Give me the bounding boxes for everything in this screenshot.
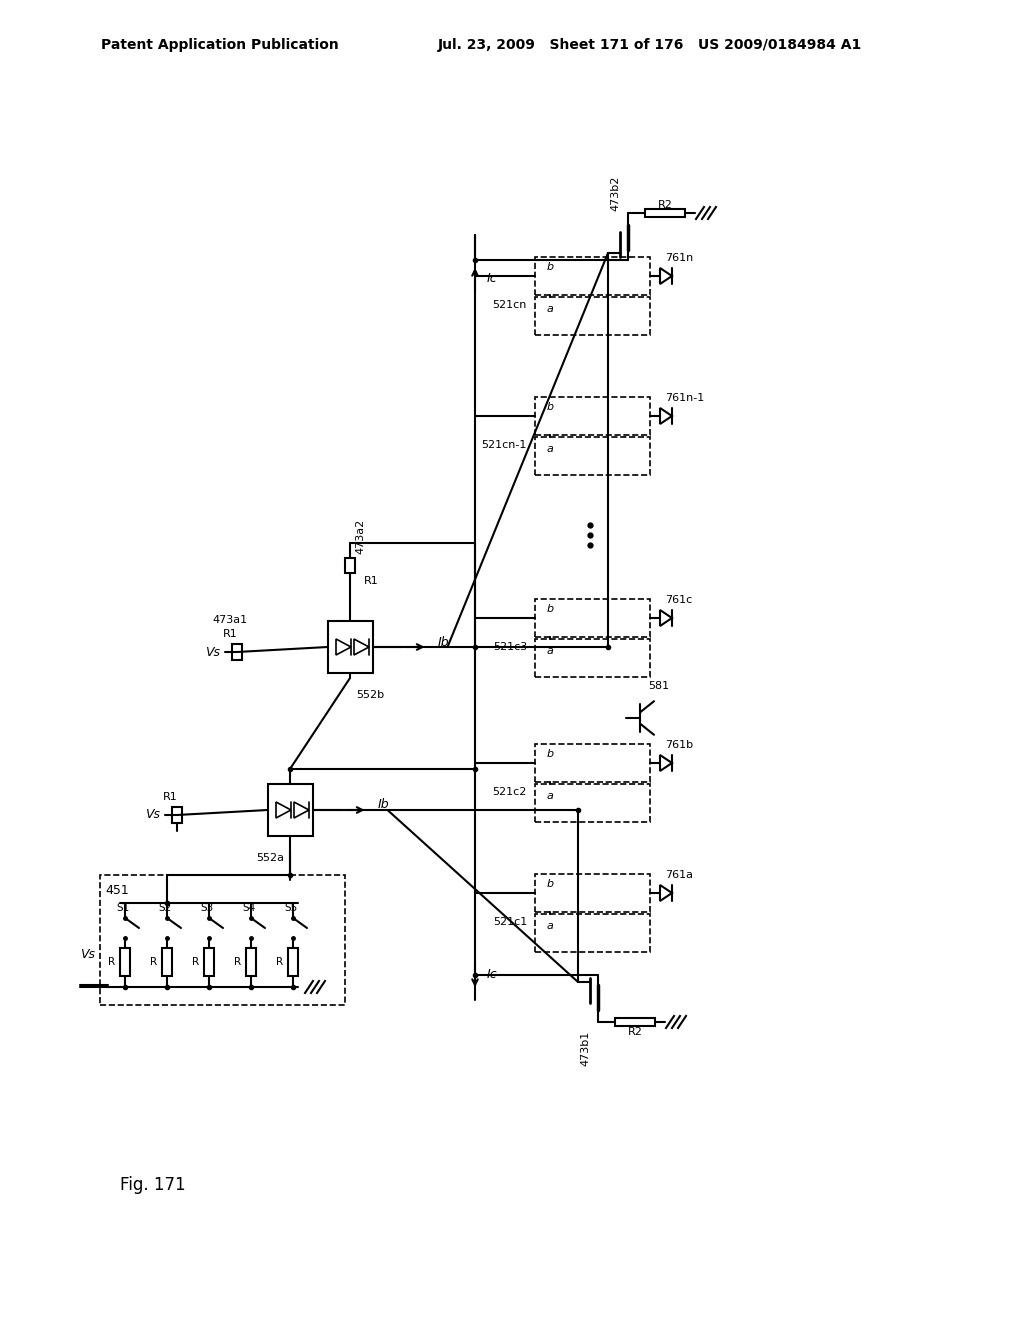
- Text: 761n-1: 761n-1: [665, 393, 705, 403]
- Text: Vs: Vs: [205, 645, 220, 659]
- Text: Fig. 171: Fig. 171: [120, 1176, 185, 1195]
- Text: S3: S3: [201, 903, 214, 913]
- Bar: [535, 784, 650, 822]
- Text: a: a: [547, 921, 554, 931]
- Text: 761a: 761a: [665, 870, 693, 880]
- Text: 761b: 761b: [665, 741, 693, 750]
- Text: 521cn-1: 521cn-1: [481, 440, 527, 450]
- Text: 473a1: 473a1: [212, 615, 248, 624]
- Text: 521c1: 521c1: [493, 917, 527, 927]
- Text: 473a2: 473a2: [355, 519, 365, 553]
- Text: 521c3: 521c3: [493, 642, 527, 652]
- Text: R: R: [151, 957, 158, 968]
- Text: R: R: [109, 957, 116, 968]
- Text: Ib: Ib: [437, 635, 450, 648]
- Bar: [100, 875, 345, 1005]
- Bar: [535, 599, 650, 638]
- Bar: [535, 297, 650, 335]
- Text: 552b: 552b: [356, 690, 384, 700]
- Bar: [535, 397, 650, 436]
- Text: R: R: [276, 957, 284, 968]
- Bar: [535, 913, 650, 952]
- Bar: [204, 948, 214, 975]
- Text: R1: R1: [163, 792, 177, 803]
- Text: S4: S4: [243, 903, 256, 913]
- Text: b: b: [547, 879, 554, 888]
- Text: 473b1: 473b1: [580, 1031, 590, 1065]
- Text: R: R: [193, 957, 200, 968]
- Bar: [535, 437, 650, 475]
- Text: a: a: [547, 444, 554, 454]
- Bar: [535, 744, 650, 781]
- Text: 473b2: 473b2: [610, 176, 620, 211]
- Text: a: a: [547, 645, 554, 656]
- Text: a: a: [547, 304, 554, 314]
- Text: Ib: Ib: [378, 799, 389, 812]
- Bar: [288, 948, 298, 975]
- Text: b: b: [547, 403, 554, 412]
- Text: R: R: [234, 957, 242, 968]
- Bar: [535, 257, 650, 294]
- Text: 581: 581: [648, 681, 669, 690]
- Bar: [162, 948, 172, 975]
- Text: 521c2: 521c2: [493, 787, 527, 797]
- Text: 761n: 761n: [665, 253, 693, 263]
- Bar: [345, 558, 355, 573]
- Text: a: a: [547, 791, 554, 801]
- Text: S2: S2: [159, 903, 172, 913]
- Text: 451: 451: [105, 883, 129, 896]
- Text: Vs: Vs: [80, 949, 95, 961]
- Text: R2: R2: [628, 1027, 642, 1038]
- Bar: [328, 620, 373, 673]
- Text: S1: S1: [117, 903, 130, 913]
- Bar: [645, 209, 685, 216]
- Text: 521cn: 521cn: [493, 300, 527, 310]
- Text: 761c: 761c: [665, 595, 692, 605]
- Bar: [232, 644, 242, 660]
- Text: Jul. 23, 2009   Sheet 171 of 176   US 2009/0184984 A1: Jul. 23, 2009 Sheet 171 of 176 US 2009/0…: [438, 38, 862, 51]
- Bar: [246, 948, 256, 975]
- Text: b: b: [547, 605, 554, 614]
- Text: 552a: 552a: [256, 853, 284, 863]
- Bar: [535, 874, 650, 912]
- Text: R2: R2: [657, 201, 673, 210]
- Bar: [535, 639, 650, 677]
- Text: R1: R1: [364, 576, 379, 586]
- Text: b: b: [547, 748, 554, 759]
- Text: b: b: [547, 261, 554, 272]
- Text: S5: S5: [285, 903, 298, 913]
- Text: R1: R1: [222, 630, 238, 639]
- Text: Patent Application Publication: Patent Application Publication: [101, 38, 339, 51]
- Bar: [120, 948, 130, 975]
- Text: Ic: Ic: [487, 272, 498, 285]
- Text: Vs: Vs: [145, 808, 160, 821]
- Bar: [615, 1018, 655, 1026]
- Bar: [267, 784, 312, 836]
- Text: Ic: Ic: [487, 969, 498, 982]
- Bar: [172, 807, 182, 822]
